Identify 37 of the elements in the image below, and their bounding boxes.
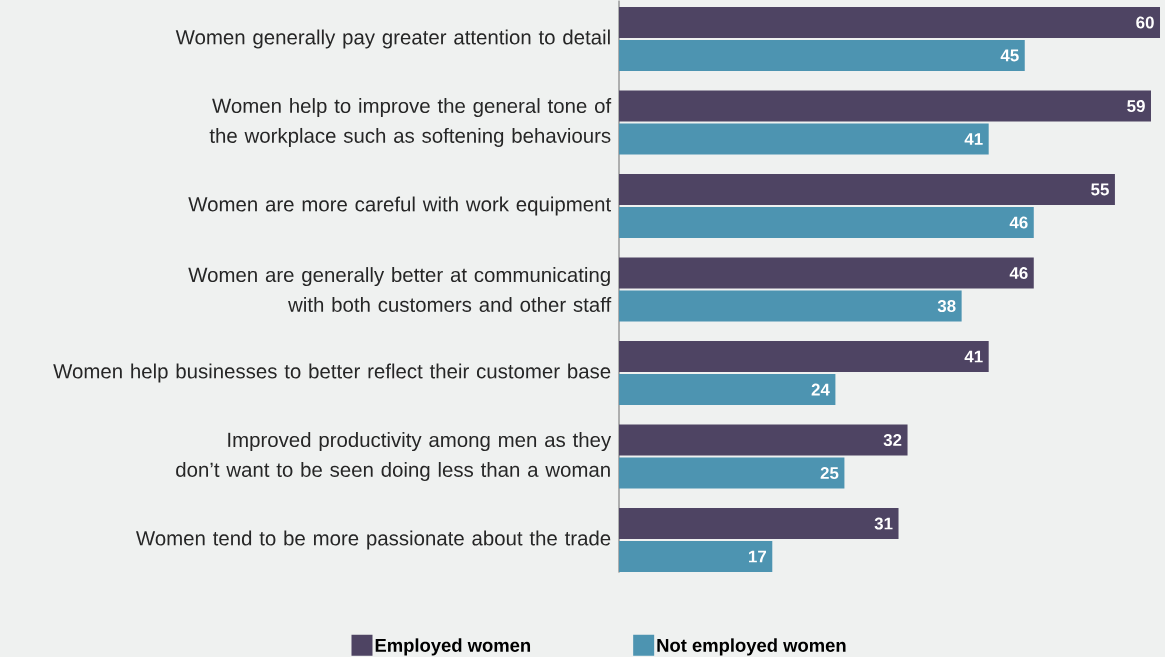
y-tick-label: Women help to improve the general tone of the workplace such as softening behaviours [209, 98, 612, 147]
data-label: 46 [1009, 216, 1028, 229]
y-tick-label: Women are generally better at communicating with both customers and other staff [188, 267, 612, 312]
data-label: 46 [1009, 267, 1028, 280]
data-label: 41 [964, 133, 983, 145]
data-label: 32 [883, 434, 902, 447]
y-tick-label: Improved productivity among men as they don’t want to be seen doing less than a woman [176, 432, 612, 481]
bar [619, 341, 989, 373]
bar [619, 174, 1115, 206]
bar [619, 40, 1025, 72]
bar [619, 123, 989, 155]
bar [619, 290, 962, 322]
y-tick-label: Women tend to be more passionate about the trade [135, 530, 611, 550]
data-label: 24 [811, 383, 830, 396]
data-label: 55 [1091, 183, 1109, 196]
bar [619, 424, 908, 456]
bar [619, 257, 1034, 289]
bar [619, 7, 1160, 39]
bar [619, 90, 1151, 122]
data-label: 60 [1136, 16, 1154, 29]
y-tick-label: Women are more careful with work equipment [188, 196, 611, 216]
y-tick-label: Women help businesses to better reflect their customer base [53, 363, 611, 383]
data-label: 41 [964, 350, 983, 363]
bar [619, 457, 845, 489]
bar [619, 207, 1034, 239]
data-label: 45 [1000, 49, 1019, 62]
data-label: 59 [1127, 100, 1145, 113]
data-label: 38 [937, 300, 956, 313]
bar [619, 374, 836, 406]
bar [619, 508, 899, 540]
data-label: 31 [874, 517, 893, 530]
legend-label: Employed women [375, 638, 531, 656]
y-tick-label: Women generally pay greater attention to detail [175, 29, 610, 49]
data-label: 17 [748, 550, 767, 563]
data-label: 25 [820, 467, 839, 480]
legend-label: Not employed women [657, 638, 846, 656]
bar [619, 541, 773, 573]
